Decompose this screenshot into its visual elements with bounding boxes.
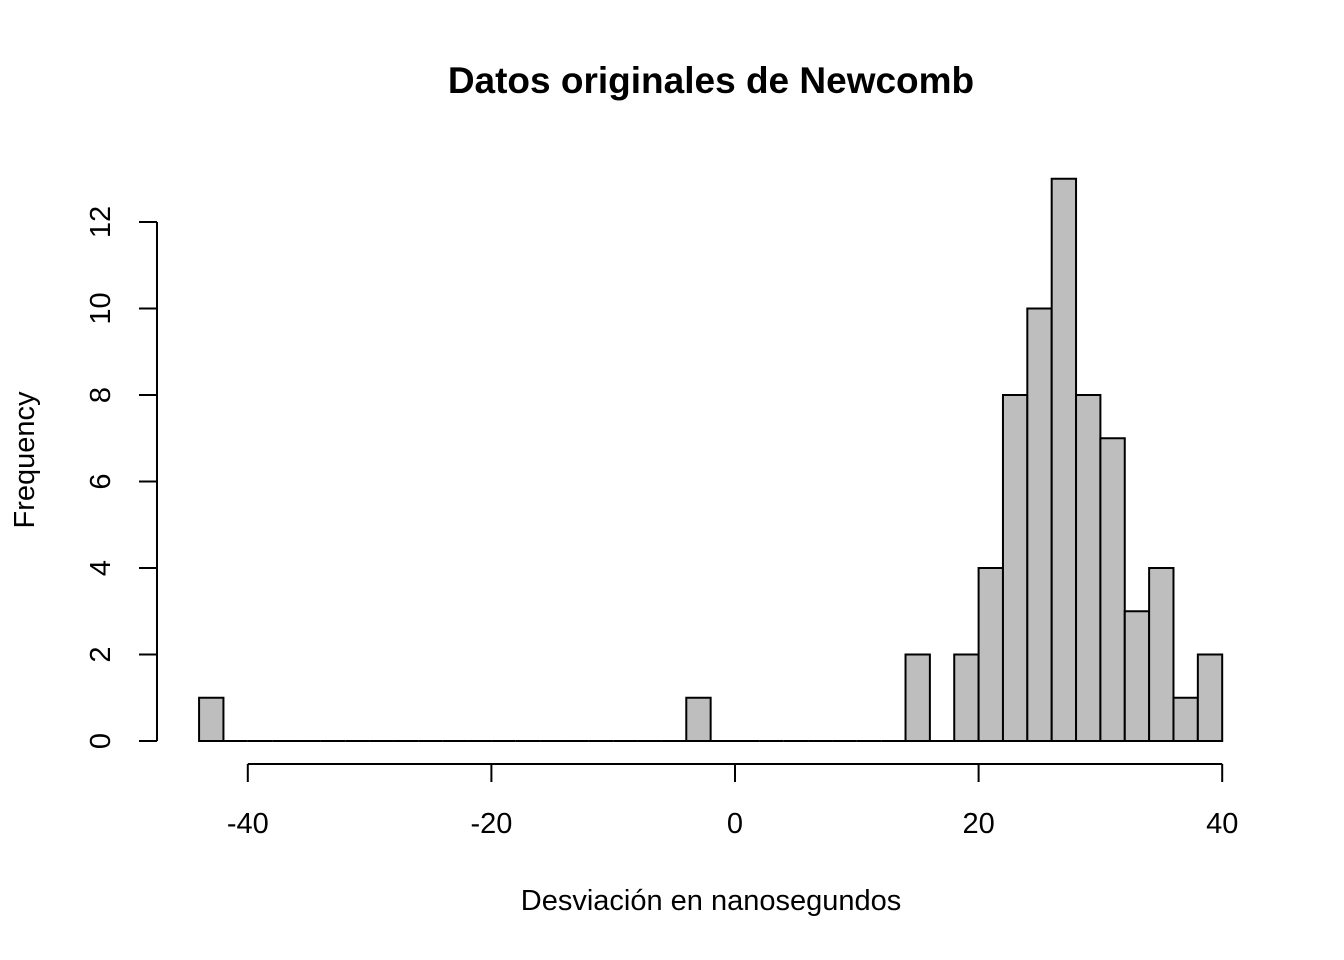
x-tick-label: -40 — [227, 808, 269, 840]
histogram-bar — [1123, 610, 1151, 742]
y-tick-label: 10 — [85, 292, 117, 324]
histogram-bar — [1050, 177, 1078, 742]
y-tick-label: 2 — [85, 646, 117, 662]
y-tick-label: 6 — [85, 473, 117, 489]
bars-group — [198, 177, 1224, 742]
chart-title: Datos originales de Newcomb — [448, 60, 974, 101]
histogram-bar — [1148, 567, 1175, 742]
histogram-bar — [1172, 696, 1199, 742]
y-tick-label: 0 — [85, 733, 117, 749]
histogram-bar — [977, 567, 1004, 742]
y-tick-label: 4 — [85, 560, 117, 576]
histogram-bar — [904, 653, 931, 742]
histogram-bar — [1196, 653, 1224, 742]
y-tick-label: 8 — [85, 387, 117, 403]
x-tick-label: 0 — [727, 808, 743, 840]
histogram-bar — [1099, 437, 1126, 742]
histogram-bar — [198, 696, 225, 742]
histogram-bar — [1075, 394, 1102, 742]
x-tick-label: 40 — [1206, 808, 1238, 840]
histogram-bar — [1026, 307, 1053, 742]
x-axis: -40 -20 0 20 40 — [227, 763, 1238, 840]
y-axis-label: Frequency — [9, 391, 41, 529]
x-axis-label: Desviación en nanosegundos — [521, 885, 902, 917]
histogram-bar — [685, 696, 712, 742]
x-tick-label: -20 — [470, 808, 512, 840]
y-axis: 0 2 4 6 8 10 12 — [85, 206, 158, 749]
histogram-bar — [953, 653, 980, 742]
histogram-bar — [1001, 394, 1029, 742]
x-tick-label: 20 — [962, 808, 994, 840]
y-tick-label: 12 — [85, 206, 117, 238]
